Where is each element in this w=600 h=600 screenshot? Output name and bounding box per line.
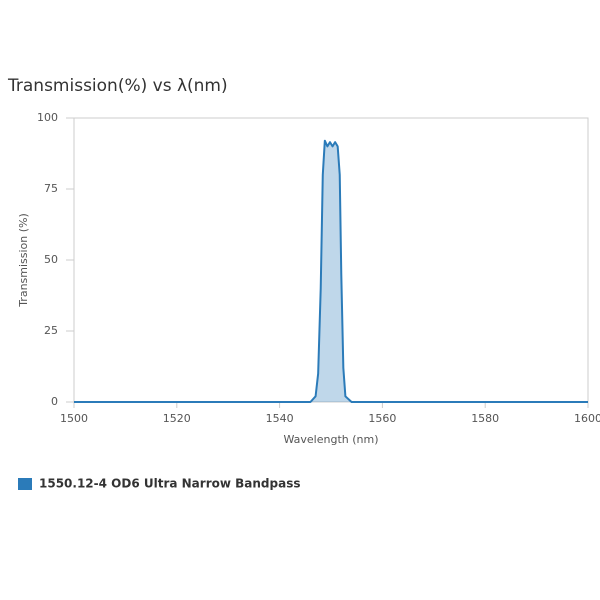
y-axis-label: Transmission (%) bbox=[17, 213, 30, 308]
x-tick-label: 1560 bbox=[368, 412, 396, 425]
x-tick-label: 1540 bbox=[266, 412, 294, 425]
legend-swatch bbox=[18, 478, 32, 490]
y-tick-label: 100 bbox=[37, 111, 58, 124]
x-tick-label: 1580 bbox=[471, 412, 499, 425]
x-axis-label: Wavelength (nm) bbox=[283, 433, 378, 446]
line bbox=[74, 139, 588, 403]
x-tick-label: 1520 bbox=[163, 412, 191, 425]
y-tick-label: 75 bbox=[44, 182, 58, 195]
chart-title: Transmission(%) vs λ(nm) bbox=[7, 76, 228, 96]
area bbox=[74, 140, 588, 402]
x-tick-label: 1500 bbox=[60, 412, 88, 425]
y-tick-label: 25 bbox=[44, 324, 58, 337]
x-tick-label: 1600 bbox=[574, 412, 600, 425]
y-tick-label: 0 bbox=[51, 395, 58, 408]
legend-label: 1550.12-4 OD6 Ultra Narrow Bandpass bbox=[39, 477, 300, 491]
y-tick-label: 50 bbox=[44, 253, 58, 266]
